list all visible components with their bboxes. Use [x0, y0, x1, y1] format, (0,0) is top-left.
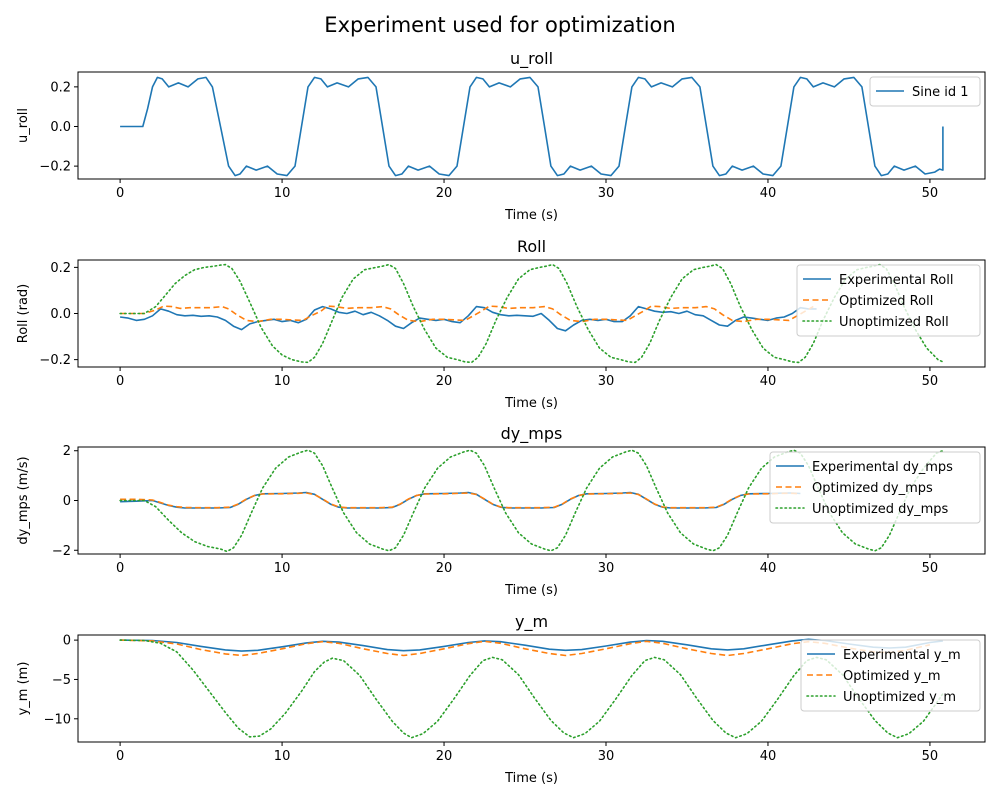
- legend-label: Experimental Roll: [839, 273, 953, 288]
- panel-3: y_m 0 10 20 30 40 50 −10 −5 0 Time (s) y_m (m) Exper…: [16, 612, 986, 786]
- y-tick-label: 0: [63, 634, 71, 649]
- x-tick-label: 30: [598, 749, 615, 764]
- x-tick-label: 50: [922, 374, 939, 389]
- x-tick-label: 0: [116, 186, 124, 201]
- x-tick-label: 50: [922, 186, 939, 201]
- y-tick-label: 0: [63, 494, 71, 509]
- x-tick-label: 10: [274, 374, 291, 389]
- x-tick-label: 30: [598, 561, 615, 576]
- legend-label: Experimental y_m: [843, 648, 961, 663]
- series-line-sine-id-1: [120, 76, 944, 177]
- series-group: [120, 76, 944, 177]
- x-tick-label: 20: [436, 749, 453, 764]
- y-axis-label: u_roll: [16, 108, 31, 143]
- y-tick-label: −0.2: [39, 353, 71, 368]
- legend-label: Unoptimized dy_mps: [812, 502, 949, 517]
- y-tick-label: 0.2: [50, 80, 71, 95]
- y-tick-label: −0.2: [39, 160, 71, 175]
- panel-title: Roll: [517, 237, 546, 256]
- series-group: [119, 263, 944, 364]
- legend-box: [769, 451, 981, 524]
- y-axis-label: Roll (rad): [16, 284, 31, 343]
- panel-2: dy_mps 0 10 20 30 40 50 −2 0 2 Time (s) dy_mps (m/s…: [16, 424, 986, 598]
- x-tick-label: 40: [760, 186, 777, 201]
- panel-1: Roll 0 10 20 30 40 50 −0.2 0.0 0.2 Time (s) Roll (r…: [16, 237, 986, 411]
- series-line-optimized-dy-mps: [120, 492, 801, 509]
- y-axis-label: y_m (m): [16, 662, 31, 716]
- x-axis-label: Time (s): [504, 208, 558, 223]
- y-tick-label: 0.0: [50, 307, 71, 322]
- legend-box: [800, 639, 981, 712]
- y-tick-label: 2: [63, 444, 71, 459]
- panel-0: u_roll 0 10 20 30 40 50 −0.2 0.0 0.2 Time (s) u_rol…: [16, 49, 986, 223]
- axes-frame: [77, 634, 986, 743]
- x-axis-label: Time (s): [504, 771, 558, 786]
- series-line-experimental-roll: [119, 305, 817, 332]
- y-tick-label: −2: [52, 544, 71, 559]
- x-tick-label: 0: [116, 374, 124, 389]
- legend-box: [869, 76, 981, 107]
- x-axis-label: Time (s): [504, 396, 558, 411]
- x-tick-label: 0: [116, 561, 124, 576]
- x-tick-label: 20: [436, 374, 453, 389]
- x-tick-label: 0: [116, 749, 124, 764]
- figure-suptitle: Experiment used for optimization: [324, 13, 675, 37]
- y-tick-label: −10: [44, 712, 71, 727]
- x-tick-label: 20: [436, 561, 453, 576]
- legend: Experimental y_m Optimized y_m Unoptimized…: [800, 639, 981, 712]
- series-line-unoptimized-y-m: [119, 639, 944, 739]
- series-line-optimized-roll: [120, 305, 814, 323]
- series-line-optimized-y-m: [120, 639, 931, 657]
- legend-label: Optimized Roll: [839, 294, 933, 309]
- legend-label: Experimental dy_mps: [812, 460, 953, 475]
- legend-label: Optimized y_m: [843, 669, 941, 684]
- y-axis-label: dy_mps (m/s): [16, 456, 31, 544]
- legend-label: Unoptimized y_m: [843, 690, 956, 705]
- legend: Experimental Roll Optimized Roll Unoptimiz…: [796, 264, 981, 337]
- legend-label: Sine id 1: [912, 85, 969, 100]
- legend: Experimental dy_mps Optimized dy_mps Unopt…: [769, 451, 981, 524]
- x-axis-label: Time (s): [504, 583, 558, 598]
- x-tick-label: 40: [760, 374, 777, 389]
- x-tick-label: 40: [760, 749, 777, 764]
- x-tick-label: 50: [922, 561, 939, 576]
- legend-label: Unoptimized Roll: [839, 315, 949, 330]
- y-tick-label: −5: [52, 673, 71, 688]
- x-tick-label: 40: [760, 561, 777, 576]
- legend-box: [796, 264, 981, 337]
- panel-title: dy_mps: [501, 424, 563, 444]
- x-tick-label: 10: [274, 186, 291, 201]
- x-tick-label: 20: [436, 186, 453, 201]
- x-tick-label: 10: [274, 561, 291, 576]
- x-tick-label: 10: [274, 749, 291, 764]
- x-tick-label: 50: [922, 749, 939, 764]
- y-tick-label: 0.0: [50, 120, 71, 135]
- panel-title: u_roll: [510, 49, 553, 69]
- panel-title: y_m: [515, 612, 548, 632]
- legend: Sine id 1: [869, 76, 981, 107]
- legend-label: Optimized dy_mps: [812, 481, 933, 496]
- axes-frame: [77, 71, 986, 180]
- y-tick-label: 0.2: [50, 261, 71, 276]
- x-tick-label: 30: [598, 374, 615, 389]
- x-tick-label: 30: [598, 186, 615, 201]
